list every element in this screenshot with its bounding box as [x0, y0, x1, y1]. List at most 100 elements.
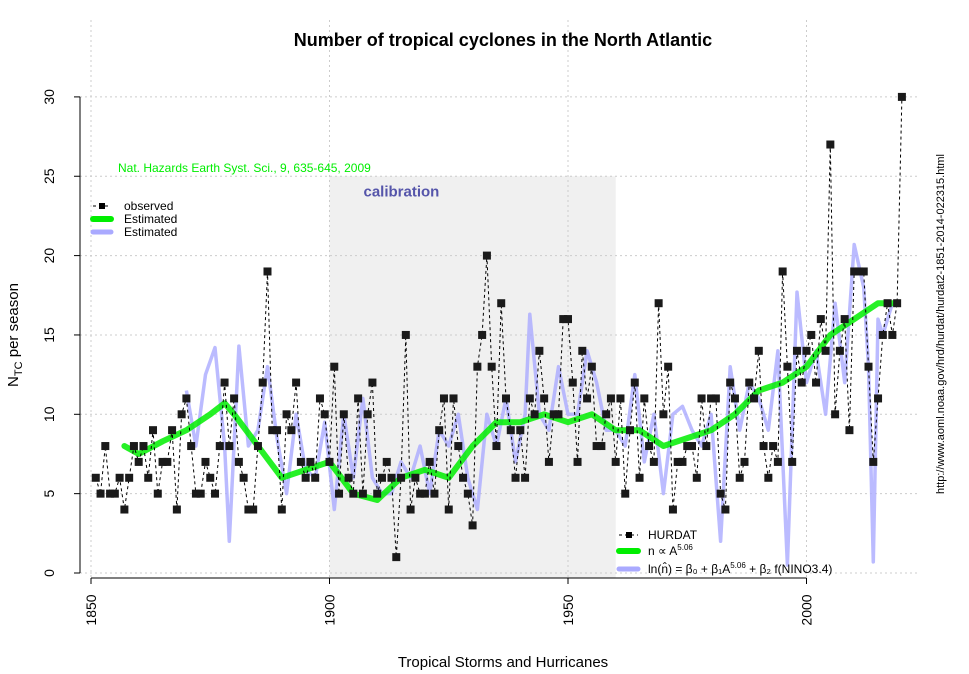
observed-point [697, 394, 706, 403]
observed-point [525, 394, 534, 403]
observed-point [797, 378, 806, 387]
observed-point [759, 442, 768, 451]
observed-point [850, 267, 859, 276]
observed-point [668, 505, 677, 514]
observed-point [101, 442, 110, 451]
observed-point [602, 410, 611, 419]
observed-point [497, 299, 506, 308]
observed-point [225, 442, 234, 451]
observed-point [258, 378, 267, 387]
y-tick-label: 15 [41, 327, 57, 343]
observed-point [549, 410, 558, 419]
observed-point [626, 426, 635, 435]
observed-point [110, 489, 119, 498]
observed-point [573, 457, 582, 466]
observed-point [444, 505, 453, 514]
observed-point [125, 473, 134, 482]
observed-point [416, 489, 425, 498]
observed-point [420, 489, 429, 498]
observed-point [325, 457, 334, 466]
observed-point [826, 140, 835, 149]
observed-point [754, 346, 763, 355]
observed-point [711, 394, 720, 403]
svg-text:observed: observed [124, 199, 173, 213]
observed-point [869, 457, 878, 466]
observed-point [721, 505, 730, 514]
observed-point [888, 330, 897, 339]
observed-point [144, 473, 153, 482]
observed-point [678, 457, 687, 466]
observed-point [215, 442, 224, 451]
observed-point [745, 378, 754, 387]
observed-point [211, 489, 220, 498]
observed-point [740, 457, 749, 466]
citation: Nat. Hazards Earth Syst. Sci., 9, 635-64… [118, 161, 371, 175]
observed-point [606, 394, 615, 403]
observed-point [664, 362, 673, 371]
observed-point [478, 330, 487, 339]
x-tick-label: 1850 [83, 594, 99, 625]
series-estimated-green [121, 300, 901, 503]
observed-point [654, 299, 663, 308]
observed-point [688, 442, 697, 451]
observed-point [234, 457, 243, 466]
observed-point [301, 473, 310, 482]
observed-point [716, 489, 725, 498]
observed-point [163, 457, 172, 466]
observed-point [459, 473, 468, 482]
observed-point [893, 299, 902, 308]
observed-point [764, 473, 773, 482]
observed-point [831, 410, 840, 419]
observed-point [645, 442, 654, 451]
observed-point [769, 442, 778, 451]
observed-point [368, 378, 377, 387]
observed-point [874, 394, 883, 403]
source-url: http://www.aoml.noaa.gov/hrd/hurdat/hurd… [935, 154, 947, 494]
chart-title: Number of tropical cyclones in the North… [294, 30, 712, 50]
observed-point [587, 362, 596, 371]
observed-point [473, 362, 482, 371]
observed-point [363, 410, 372, 419]
svg-text:Estimated: Estimated [124, 212, 177, 226]
observed-point [425, 457, 434, 466]
observed-point [220, 378, 229, 387]
observed-point [406, 505, 415, 514]
svg-text:n ∝ A5.06: n ∝ A5.06 [648, 543, 693, 558]
observed-point [807, 330, 816, 339]
observed-point [482, 251, 491, 260]
observed-point [91, 473, 100, 482]
observed-point [635, 473, 644, 482]
observed-point [897, 92, 906, 101]
observed-point [335, 489, 344, 498]
observed-point [263, 267, 272, 276]
observed-point [750, 394, 759, 403]
observed-point [244, 505, 253, 514]
observed-point [506, 426, 515, 435]
observed-point [153, 489, 162, 498]
observed-point [616, 394, 625, 403]
observed-point [168, 426, 177, 435]
observed-point [139, 442, 148, 451]
observed-point [358, 489, 367, 498]
observed-point [439, 394, 448, 403]
grid [80, 20, 920, 578]
y-tick-label: 0 [41, 569, 57, 577]
observed-point [530, 410, 539, 419]
observed-point [559, 315, 568, 324]
green-line [121, 300, 901, 503]
observed-point [845, 426, 854, 435]
observed-point [659, 410, 668, 419]
observed-point [435, 426, 444, 435]
observed-point [172, 505, 181, 514]
observed-point [349, 489, 358, 498]
observed-point [640, 394, 649, 403]
x-axis-label: Tropical Storms and Hurricanes [398, 654, 608, 671]
observed-point [673, 457, 682, 466]
observed-point [578, 346, 587, 355]
observed-point [611, 457, 620, 466]
observed-point [430, 489, 439, 498]
observed-point [773, 457, 782, 466]
observed-point [544, 457, 553, 466]
observed-point [540, 394, 549, 403]
observed-point [821, 346, 830, 355]
